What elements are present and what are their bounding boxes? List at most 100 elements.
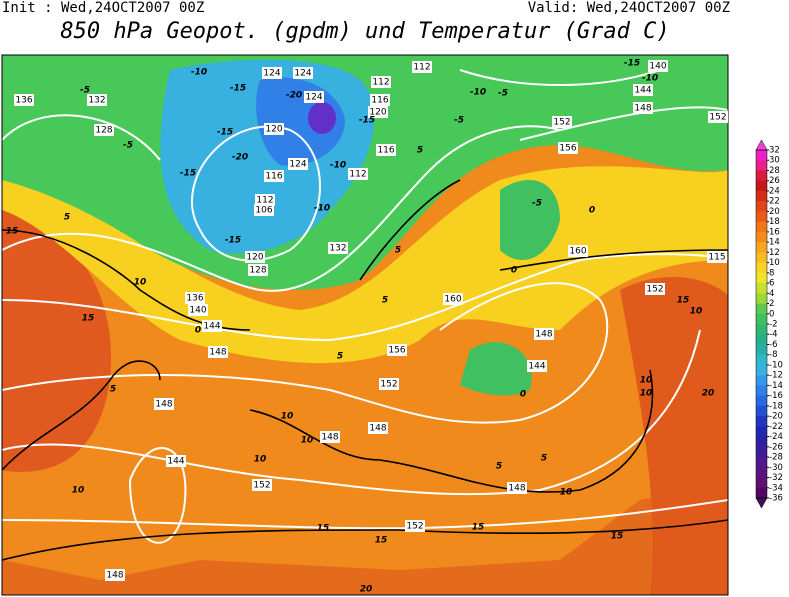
geopotential-label: 116 [265,172,282,182]
geopotential-label: 124 [289,160,306,170]
temperature-label: -10 [314,204,330,214]
contour-label-box [328,242,348,254]
colorbar-label: -8 [769,350,777,360]
temperature-label: -5 [498,89,508,99]
geopotential-label: 144 [634,86,651,96]
colorbar-top-arrow [755,139,768,151]
temperature-label: 15 [82,314,95,324]
temperature-label: 10 [640,389,653,399]
colorbar-label: 18 [769,217,780,227]
geopotential-label: 120 [265,125,282,135]
temperature-label: -15 [180,169,196,179]
temperature-label: -15 [624,59,640,69]
field-hot [2,480,728,595]
contour-label-box [94,124,114,136]
geopotential-label: 128 [249,266,266,276]
geopotential-label: 144 [167,457,184,467]
geopotential-label: 148 [369,424,386,434]
colorbar-segment [756,272,767,284]
temperature-label: 15 [472,523,485,533]
colorbar-segment [756,354,767,366]
colorbar-segment [756,395,767,407]
temperature-label: -15 [359,116,375,126]
contour-label-box [527,360,547,372]
colorbar-segment [756,303,767,315]
geopotential-label: 140 [649,62,666,72]
map-frame [1,54,729,596]
geopotential-label: 120 [246,253,263,263]
geopotential-label: 120 [369,108,386,118]
colorbar-label: 4 [769,289,774,299]
temperature-label: 15 [6,227,19,237]
temperature-label: 10 [254,455,267,465]
temperature-label: -10 [330,161,346,171]
colorbar-segment [756,324,767,335]
contour-label-box [293,67,313,79]
field-cool [500,180,560,260]
colorbar-label: -30 [769,463,783,473]
colorbar-label: 6 [769,279,774,289]
colorbar-segment [756,160,767,171]
temperature-label: 5 [496,462,502,472]
colorbar-segment [756,416,767,427]
geopotential-label: 124 [294,69,311,79]
geopotential-label: 148 [321,433,338,443]
geopotential-label: 148 [508,484,525,494]
temperature-label: 20 [360,585,373,595]
geopotential-label: 152 [553,118,570,128]
colorbar-label: 10 [769,258,780,268]
temperature-label: 15 [317,524,330,534]
geopotential-label: 148 [155,400,172,410]
geopotential-label: 124 [263,69,280,79]
temperature-label: 10 [690,307,703,317]
colorbar-label: -6 [769,340,777,350]
temperature-label: -20 [286,91,302,101]
contour-label-box [376,144,396,156]
contour-label-box [262,67,282,79]
geopotential-label: 115 [708,253,725,263]
contour-label-box [568,245,588,257]
geopotential-label: 152 [253,481,270,491]
temperature-label: -20 [232,153,248,163]
contour-label-box [348,168,368,180]
map-title: 850 hPa Geopot. (gpdm) und Temperatur (G… [60,19,669,44]
colorbar-segment [756,405,767,417]
contour-label-box [443,293,463,305]
field-hot [620,277,728,595]
contour-label-box [154,398,174,410]
contour-label-box [248,264,268,276]
temperature-label: 5 [64,213,70,223]
contour-label-box [534,328,554,340]
colorbar-label: 28 [769,166,780,176]
temperature-label: 5 [382,296,388,306]
colorbar-segment [756,221,767,233]
contour-label-box [208,346,228,358]
contour-label-box [254,204,274,216]
contour-label-box [558,142,578,154]
contour-label-box [185,292,205,304]
colorbar-segment [756,385,767,397]
contour-label-box [405,520,425,532]
contour-label-box [245,251,265,263]
temperature-label: -5 [454,116,464,126]
colorbar-segment [756,364,767,376]
geopotential-label: 156 [559,144,576,154]
contour-label-box [645,283,665,295]
temperature-label: 5 [417,146,423,156]
temperature-label: -5 [532,199,542,209]
contour-label-box [166,455,186,467]
contour-label-box [202,320,222,332]
geopotential-label: 148 [634,104,651,114]
colorbar-segment [756,467,767,479]
contour-label-box [633,84,653,96]
temperature-label: -5 [80,86,90,96]
field-coldest [308,102,336,134]
colorbar-segment [756,477,767,489]
colorbar-label: -14 [769,381,783,391]
field-cool [460,342,532,396]
colorbar-label: -36 [769,494,783,504]
colorbar-label: 32 [769,146,780,156]
colorbar-label: -34 [769,483,783,493]
colorbar-label: 24 [769,186,780,196]
